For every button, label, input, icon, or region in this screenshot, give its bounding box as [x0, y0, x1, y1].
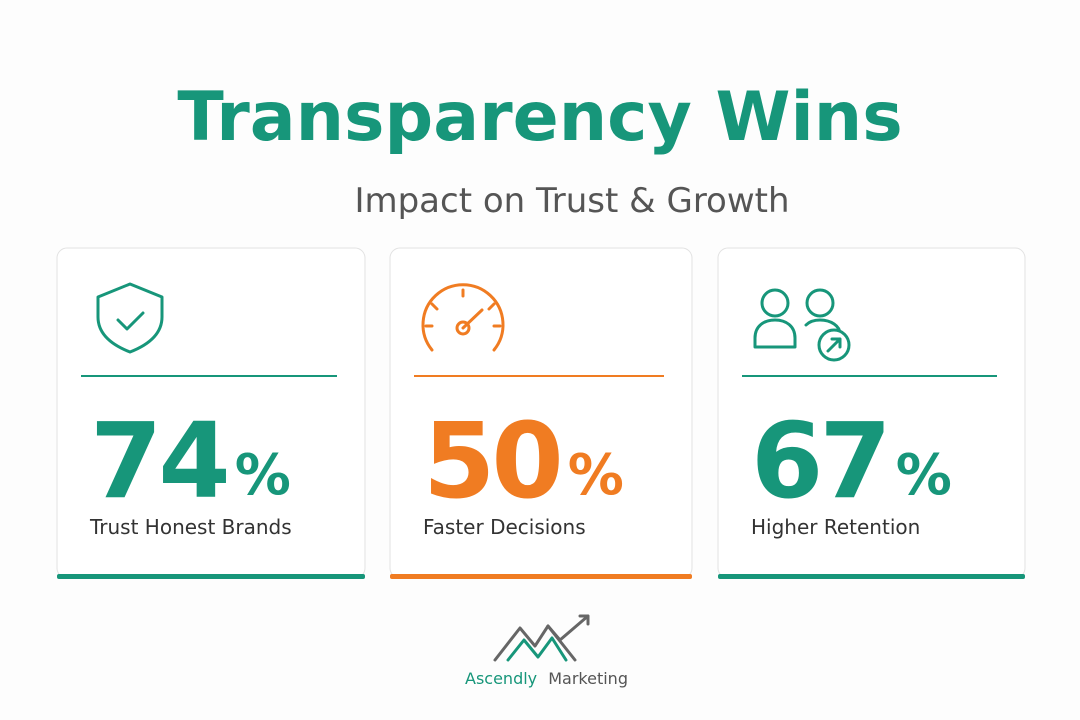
stat-label: Trust Honest Brands	[89, 515, 292, 539]
stat-label: Faster Decisions	[423, 515, 586, 539]
title: Transparency Wins	[177, 78, 902, 157]
stat-unit: %	[896, 443, 952, 508]
brand: Ascendly Marketing	[465, 669, 628, 688]
brand-suffix: Marketing	[548, 669, 628, 688]
stat-label: Higher Retention	[751, 515, 920, 539]
logo-mark	[493, 614, 590, 662]
stat-unit: %	[235, 443, 291, 508]
cards: 74 % Trust Honest Brands 50 % Faster Decision…	[56, 247, 1026, 579]
shield-icon	[96, 282, 164, 354]
brand-name: Ascendly	[465, 669, 537, 688]
card-accent	[57, 574, 365, 579]
stat-unit: %	[568, 443, 624, 508]
stat-value: 74	[90, 400, 227, 522]
card-accent	[390, 574, 692, 579]
icons	[96, 282, 851, 362]
gauge-icon	[421, 283, 505, 352]
stat-value: 50	[423, 400, 560, 522]
subtitle: Impact on Trust & Growth	[354, 181, 789, 221]
people-icon	[753, 288, 851, 362]
card-accent	[718, 574, 1025, 579]
stat-value: 67	[751, 400, 888, 522]
